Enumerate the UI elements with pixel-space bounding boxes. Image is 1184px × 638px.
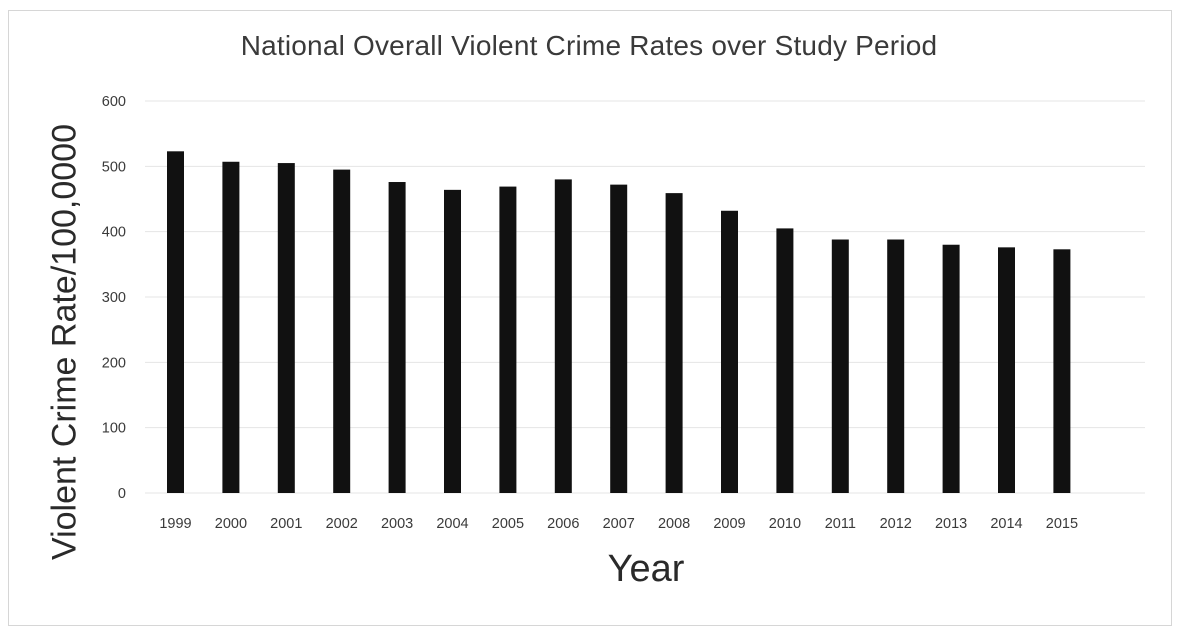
x-tick-label: 2008 [658,516,690,532]
bar-2009 [721,210,738,493]
y-tick-labels: 0 100 200 300 400 500 600 [102,94,126,502]
x-tick-label: 2011 [825,516,856,532]
x-tick-label: 2002 [326,516,358,532]
bar-2012 [887,239,905,493]
x-tick-label: 2009 [713,516,745,532]
x-tick-label: 2004 [436,516,468,532]
chart-title: National Overall Violent Crime Rates ove… [240,30,938,61]
x-tick-labels: 1999 2000 2001 2002 2003 2004 2005 2006 2007 2008… [159,516,1078,532]
x-tick-label: 2000 [215,516,247,532]
x-tick-label: 2013 [935,516,967,532]
bar-2002 [333,169,351,493]
x-tick-label: 2003 [381,516,413,532]
x-tick-label: 2001 [270,516,302,532]
y-tick-label: 200 [102,355,126,371]
y-tick-label: 600 [102,94,126,110]
x-tick-label: 2012 [880,516,912,532]
x-tick-label: 2010 [769,516,801,532]
x-axis-label: Year [607,548,685,590]
bar-2015 [1053,249,1071,493]
bar-2013 [942,244,960,493]
bar-2008 [665,193,683,493]
x-tick-label: 2015 [1046,516,1078,532]
y-tick-label: 500 [102,159,126,175]
x-tick-label: 2007 [603,516,635,532]
bar-2010 [776,228,794,493]
y-tick-label: 400 [102,225,126,241]
bar-2003 [388,182,406,493]
chart-frame [8,10,1172,626]
bar-2005 [499,186,517,493]
bar-2004 [444,189,461,493]
y-tick-label: 300 [102,290,126,306]
bar-2006 [554,179,572,493]
bar-1999 [167,151,184,493]
bar-2014 [998,247,1015,493]
x-tick-label: 2006 [547,516,579,532]
bar-2000 [222,161,240,493]
x-tick-label: 1999 [159,516,191,532]
bar-2001 [277,163,295,494]
bar-2007 [610,184,628,494]
y-tick-label: 100 [102,421,126,437]
grid-layer [145,100,1145,494]
bar-2011 [831,239,849,493]
x-tick-label: 2005 [492,516,524,532]
bars [167,151,1071,494]
x-tick-label: 2014 [990,516,1022,532]
y-tick-label: 0 [118,486,126,502]
